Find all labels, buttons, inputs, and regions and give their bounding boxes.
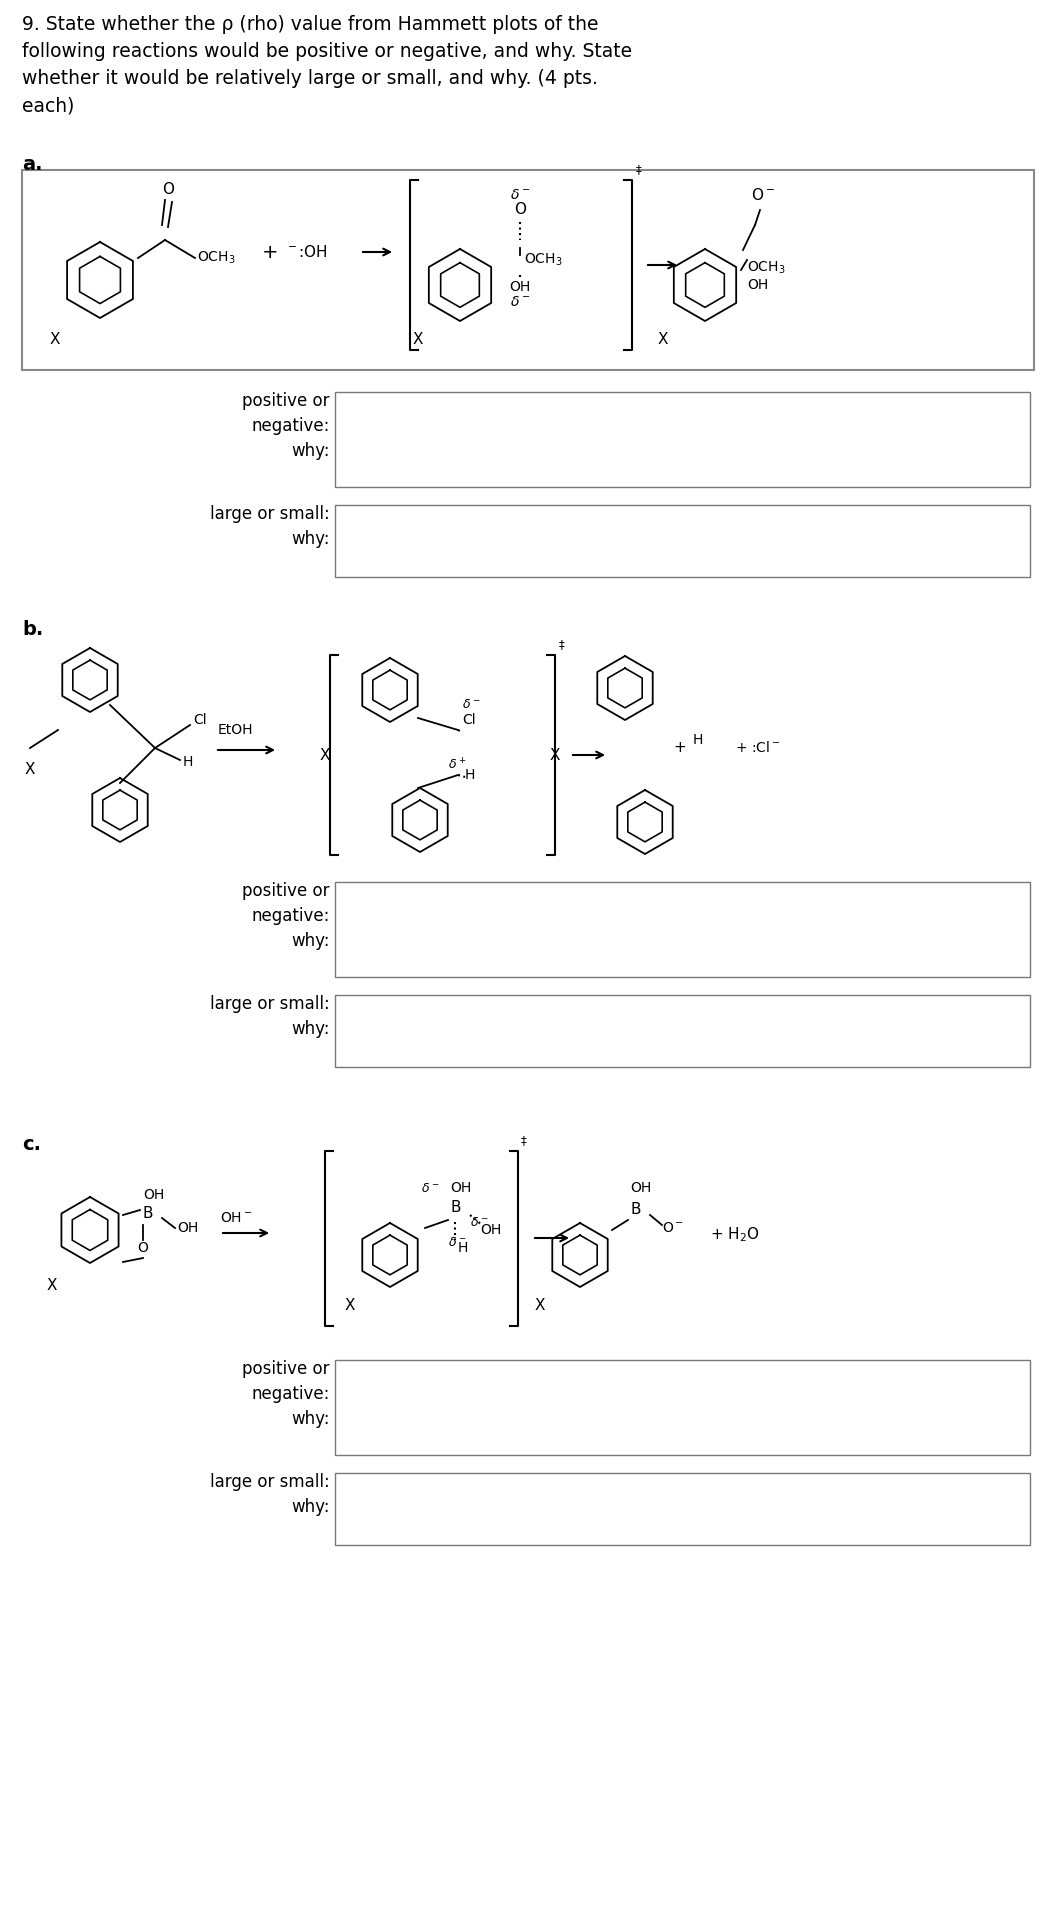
Text: X: X (413, 332, 423, 348)
Text: positive or
negative:
why:: positive or negative: why: (243, 392, 329, 461)
Text: positive or
negative:
why:: positive or negative: why: (243, 881, 329, 950)
Text: O$^-$: O$^-$ (751, 186, 775, 204)
Text: OH: OH (630, 1181, 652, 1194)
Text: +: + (262, 242, 278, 261)
Text: B: B (143, 1206, 153, 1221)
Bar (22, 171, 1034, 371)
Text: $\delta^-$: $\delta^-$ (470, 1215, 489, 1229)
Text: $^{‡}$: $^{‡}$ (635, 165, 643, 184)
Text: $\delta^+$: $\delta^+$ (448, 756, 467, 772)
Bar (335, 1359, 1030, 1455)
Text: $\delta^-$: $\delta^-$ (510, 188, 530, 202)
Text: Cl: Cl (463, 712, 475, 728)
Text: O$^-$: O$^-$ (662, 1221, 684, 1235)
Text: $\delta^-$: $\delta^-$ (510, 296, 530, 309)
Bar (335, 505, 1030, 578)
Text: X: X (50, 332, 60, 348)
Text: X: X (550, 747, 561, 762)
Text: OH$^-$: OH$^-$ (220, 1212, 252, 1225)
Text: H: H (458, 1240, 469, 1256)
Text: large or small:
why:: large or small: why: (210, 505, 329, 547)
Text: c.: c. (22, 1135, 41, 1154)
Text: OH: OH (509, 280, 530, 294)
Text: + :Cl$^-$: + :Cl$^-$ (735, 741, 780, 755)
Text: X: X (658, 332, 668, 348)
Text: large or small:
why:: large or small: why: (210, 995, 329, 1039)
Text: X: X (46, 1277, 57, 1292)
Text: Cl: Cl (193, 712, 207, 728)
Text: OH: OH (143, 1188, 165, 1202)
Bar (335, 881, 1030, 977)
Text: positive or
negative:
why:: positive or negative: why: (243, 1359, 329, 1428)
Text: O: O (162, 182, 174, 198)
Bar (335, 995, 1030, 1068)
Text: OH: OH (480, 1223, 502, 1236)
Text: OCH$_3$: OCH$_3$ (524, 252, 563, 269)
Text: $^-$:OH: $^-$:OH (285, 244, 327, 259)
Text: X: X (320, 747, 331, 762)
Text: OH: OH (450, 1181, 471, 1194)
Text: O: O (514, 202, 526, 217)
Text: X: X (534, 1298, 545, 1313)
Text: X: X (24, 762, 35, 778)
Text: OH: OH (177, 1221, 199, 1235)
Text: OCH$_3$: OCH$_3$ (197, 250, 235, 267)
Text: $^{‡}$: $^{‡}$ (558, 641, 566, 659)
Text: X: X (344, 1298, 355, 1313)
Text: H: H (465, 768, 475, 781)
Text: $\delta^-$: $\delta^-$ (421, 1181, 440, 1194)
Bar (335, 1473, 1030, 1546)
Text: $\delta^-$: $\delta^-$ (448, 1235, 467, 1248)
Text: OH: OH (747, 278, 769, 292)
Text: O: O (137, 1240, 149, 1256)
Text: b.: b. (22, 620, 43, 639)
Text: H: H (183, 755, 193, 770)
Bar (335, 392, 1030, 488)
Text: 9. State whether the ρ (rho) value from Hammett plots of the
following reactions: 9. State whether the ρ (rho) value from … (22, 15, 633, 115)
Text: a.: a. (22, 156, 42, 175)
Text: OCH$_3$: OCH$_3$ (747, 259, 786, 276)
Text: $^{‡}$: $^{‡}$ (520, 1137, 528, 1156)
Text: large or small:
why:: large or small: why: (210, 1473, 329, 1517)
Text: $\delta^-$: $\delta^-$ (463, 699, 480, 712)
Text: + H$_2$O: + H$_2$O (710, 1225, 759, 1244)
Text: B: B (450, 1200, 460, 1215)
Text: +: + (674, 741, 686, 755)
Text: H: H (693, 733, 703, 747)
Text: EtOH: EtOH (218, 724, 253, 737)
Text: B: B (630, 1202, 641, 1217)
